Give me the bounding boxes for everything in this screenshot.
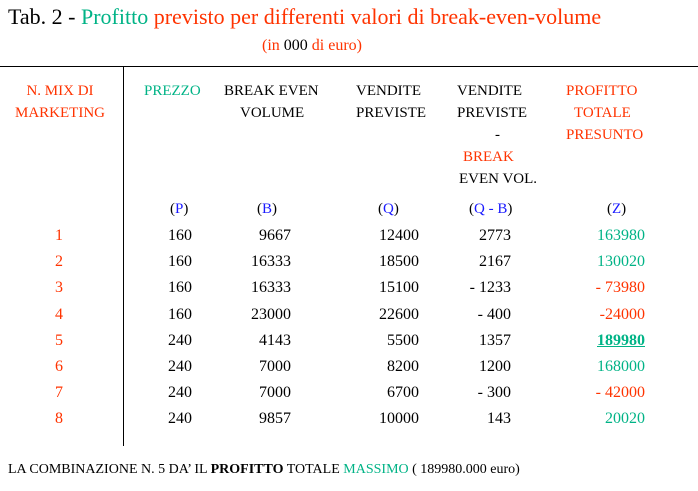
cell-b: 4143 [259,331,291,349]
table-subtitle: (in 000 di euro) [262,37,362,55]
cell-qb: - 400 [477,305,511,323]
header-vendite-line2: PREVISTE [356,105,427,121]
cell-n: 8 [55,410,63,428]
cell-q: 18500 [379,253,419,271]
cell-b: 16333 [251,279,291,297]
cell-b: 7000 [259,384,291,402]
unit-z: (Z) [607,201,627,217]
cell-q: 8200 [387,358,419,375]
cell-b: 16333 [251,253,291,271]
header-break-even: BREAK EVEN VOLUME [224,80,319,124]
footer-part3: ( 189980.000 euro) [408,462,520,477]
cell-p: 240 [168,358,192,375]
cell-qb: 1200 [479,358,511,375]
cell-qb: 143 [487,410,511,428]
cell-qb: - 300 [477,384,511,402]
header-mix-line1: N. MIX DI [26,83,94,99]
header-vendite-line1: VENDITE [356,83,421,99]
cell-n: 2 [55,253,63,271]
cell-z: 20020 [605,410,645,428]
cell-z: -24000 [599,305,645,323]
header-vb-line1: VENDITE [457,83,522,99]
header-vb-line3: - [495,127,500,143]
title-profitto: Profitto [81,4,149,29]
subtitle-rest: di euro) [307,37,362,54]
header-vb-line2: PREVISTE [457,105,528,121]
cell-z: - 73980 [595,279,645,297]
header-rule [0,66,698,67]
cell-p: 240 [168,384,192,402]
header-vendite-break: VENDITE PREVISTE - BREAK EVEN VOL. [457,80,537,190]
cell-q: 12400 [379,227,419,244]
header-break-even-line1: BREAK EVEN [224,83,319,99]
header-profitto: PROFITTO TOTALE PRESUNTO [566,80,643,146]
cell-p: 240 [168,410,192,428]
footer-part2: TOTALE [283,462,344,477]
cell-n: 6 [55,358,63,375]
cell-q: 10000 [379,410,419,428]
header-vb-line4: BREAK [463,149,514,165]
title-rest: previsto per differenti valori di break-… [148,4,602,29]
cell-z: 189980 [597,331,645,349]
cell-b: 7000 [259,358,291,375]
title-prefix: Tab. 2 - [8,4,81,29]
cell-qb: 2167 [479,253,511,271]
cell-q: 22600 [379,305,419,323]
cell-n: 1 [55,227,63,244]
header-prezzo: PREZZO [144,83,201,99]
footer-profitto: PROFITTO [210,462,284,477]
header-break-even-line2: VOLUME [240,105,305,121]
cell-p: 160 [168,305,192,323]
unit-q: (Q) [378,201,399,217]
cell-b: 9667 [259,227,291,244]
column-divider [123,66,124,446]
unit-z-letter: Z [612,201,622,217]
cell-n: 4 [55,305,63,323]
unit-b-letter: B [262,201,273,217]
unit-p: (P) [170,201,189,217]
unit-qb: (Q - B) [469,201,513,217]
header-profitto-line3: PRESUNTO [566,127,644,143]
footer-part1: LA COMBINAZIONE N. 5 DA’ IL [8,462,211,477]
unit-p-letter: P [175,201,184,217]
footer-note: LA COMBINAZIONE N. 5 DA’ IL PROFITTO TOT… [8,462,520,478]
cell-p: 160 [168,279,192,297]
header-mix: N. MIX DI MARKETING [15,80,105,124]
cell-qb: 2773 [479,227,511,244]
cell-z: 130020 [597,253,645,271]
header-profitto-line2: TOTALE [574,105,631,121]
header-vb-line5: EVEN VOL. [459,171,538,187]
header-vendite: VENDITE PREVISTE [356,80,426,124]
subtitle-number: 000 [283,37,308,54]
cell-q: 15100 [379,279,419,297]
cell-z: - 42000 [595,384,645,402]
cell-n: 3 [55,279,63,297]
cell-q: 5500 [387,331,419,349]
cell-qb: 1357 [479,331,511,349]
cell-b: 9857 [259,410,291,428]
cell-n: 5 [55,331,63,349]
footer-massimo: MASSIMO [343,462,409,477]
subtitle-open: (in [262,37,284,54]
cell-z: 168000 [597,358,645,375]
cell-n: 7 [55,384,63,402]
cell-z: 163980 [597,227,645,244]
cell-b: 23000 [251,305,291,323]
cell-p: 240 [168,331,192,349]
header-mix-line2: MARKETING [15,105,105,121]
table-title: Tab. 2 - Profitto previsto per different… [8,4,601,30]
cell-p: 160 [168,227,192,244]
unit-b: (B) [257,201,278,217]
cell-p: 160 [168,253,192,271]
unit-q-letter: Q [383,201,394,217]
unit-qb-letter: Q - B [474,201,508,217]
cell-q: 6700 [387,384,419,402]
cell-qb: - 1233 [469,279,511,297]
header-profitto-line1: PROFITTO [566,83,638,99]
